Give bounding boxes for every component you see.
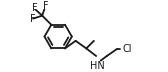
Text: Cl: Cl (123, 44, 132, 54)
Text: F: F (43, 1, 49, 11)
Text: F: F (30, 14, 35, 24)
Text: F: F (32, 3, 37, 13)
Text: HN: HN (90, 61, 104, 71)
